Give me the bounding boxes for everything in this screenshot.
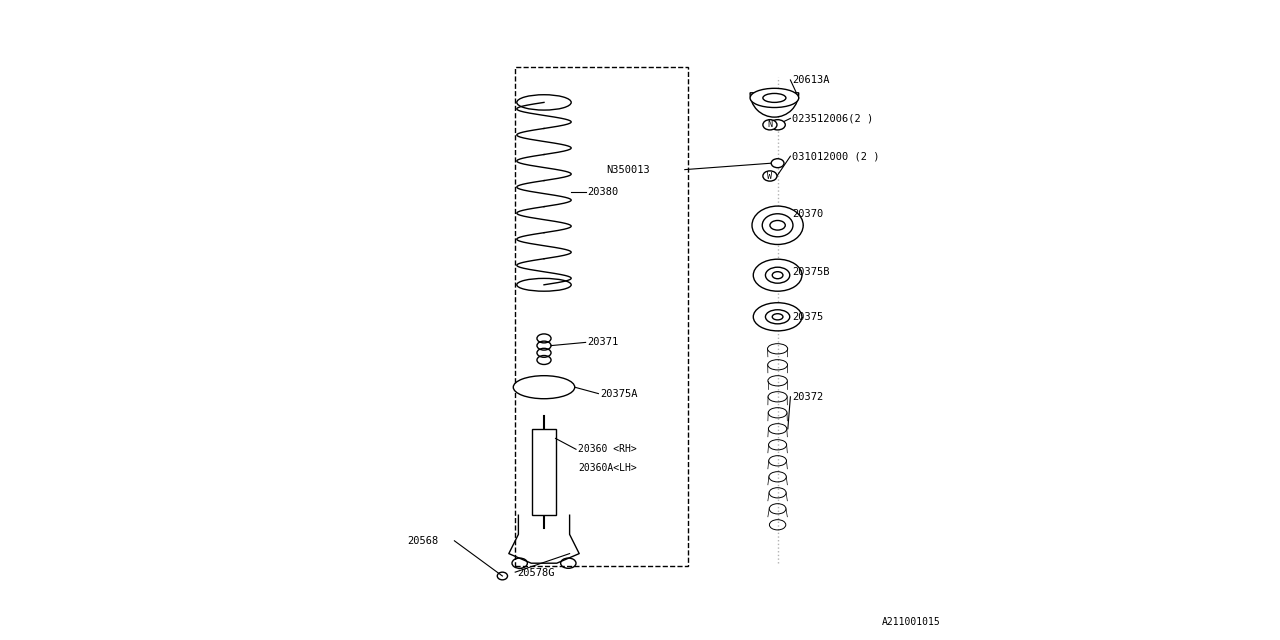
Wedge shape	[750, 93, 799, 117]
Ellipse shape	[753, 259, 801, 291]
Ellipse shape	[751, 206, 804, 244]
Text: A211001015: A211001015	[882, 617, 941, 627]
Text: W: W	[768, 172, 772, 180]
Text: 20578G: 20578G	[517, 568, 554, 578]
Text: N: N	[768, 120, 772, 129]
Ellipse shape	[763, 120, 777, 130]
Ellipse shape	[750, 88, 799, 108]
Ellipse shape	[513, 376, 575, 399]
Text: 20360 <RH>: 20360 <RH>	[579, 444, 636, 454]
Text: 20375: 20375	[792, 312, 823, 322]
Text: 20372: 20372	[792, 392, 823, 402]
Text: N350013: N350013	[605, 164, 650, 175]
Ellipse shape	[763, 171, 777, 181]
Text: 20568: 20568	[407, 536, 438, 546]
Text: 20380: 20380	[588, 187, 618, 197]
Text: 20360A<LH>: 20360A<LH>	[579, 463, 636, 474]
Text: 20370: 20370	[792, 209, 823, 220]
Bar	[532, 429, 556, 515]
Ellipse shape	[771, 159, 783, 168]
Ellipse shape	[771, 120, 785, 130]
Ellipse shape	[753, 303, 801, 331]
Text: 20371: 20371	[588, 337, 618, 348]
Text: 20375A: 20375A	[600, 388, 637, 399]
Text: 20613A: 20613A	[792, 75, 829, 85]
Text: 031012000 (2 ): 031012000 (2 )	[792, 151, 879, 161]
Text: 20375B: 20375B	[792, 267, 829, 277]
Text: 023512006(2 ): 023512006(2 )	[792, 113, 873, 124]
